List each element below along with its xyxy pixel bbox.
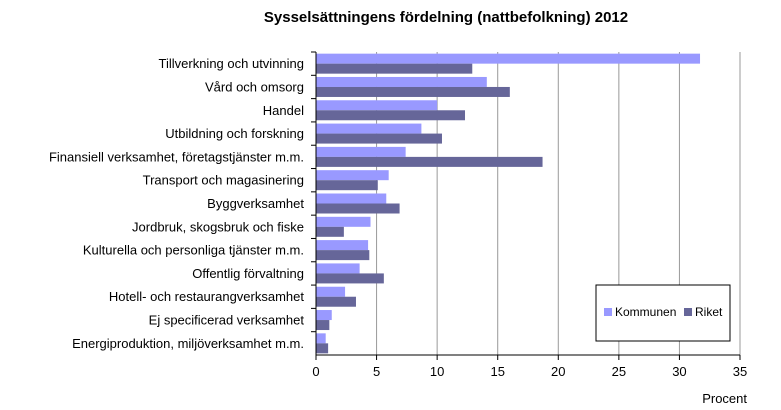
x-tick-label: 10	[430, 364, 444, 379]
category-label: Jordbruk, skogsbruk och fiske	[132, 219, 304, 234]
axes	[315, 52, 740, 356]
bar-riket	[316, 156, 543, 167]
bar-kommunen	[316, 216, 371, 227]
legend: Kommunen Riket	[595, 284, 731, 342]
bar-kommunen	[316, 76, 487, 87]
bar-riket	[316, 250, 370, 261]
bar-riket	[316, 343, 329, 354]
bar-kommunen	[316, 240, 369, 251]
category-label: Handel	[263, 103, 304, 118]
bar-kommunen	[316, 53, 701, 64]
category-labels: Tillverkning och utvinning Vård och omsor…	[49, 51, 316, 351]
chart-title: Sysselsättningens fördelning (nattbefolk…	[264, 9, 628, 26]
x-tick-label: 0	[312, 364, 319, 379]
x-tick-label: 30	[672, 364, 686, 379]
legend-box	[595, 284, 731, 342]
legend-label-riket: Riket	[695, 305, 723, 319]
bar-riket	[316, 86, 510, 97]
bar-riket	[316, 296, 356, 307]
x-tick-label: 25	[612, 364, 626, 379]
bar-riket	[316, 320, 330, 331]
bar-kommunen	[316, 146, 406, 157]
bar-kommunen	[316, 170, 389, 181]
bar-riket	[316, 226, 344, 237]
category-label: Finansiell verksamhet, företagstjänster …	[49, 149, 304, 164]
bar-riket	[316, 203, 400, 214]
bar-kommunen	[316, 286, 346, 297]
x-tick-label: 15	[490, 364, 504, 379]
category-label: Utbildning och forskning	[165, 126, 304, 141]
bar-kommunen	[316, 263, 360, 274]
legend-swatch-kommunen	[604, 308, 612, 316]
category-label: Energiproduktion, miljöverksamhet m.m.	[72, 336, 304, 351]
category-label: Vård och omsorg	[205, 79, 304, 94]
legend-label-kommunen: Kommunen	[615, 305, 676, 319]
x-tick-label: 5	[373, 364, 380, 379]
category-label: Byggverksamhet	[207, 196, 304, 211]
bar-kommunen	[316, 333, 326, 344]
bars	[316, 53, 701, 354]
category-label: Tillverkning och utvinning	[159, 56, 304, 71]
x-tick-label: 20	[551, 364, 565, 379]
category-label: Ej specificerad verksamhet	[149, 313, 305, 328]
category-label: Transport och magasinering	[143, 173, 304, 188]
bar-kommunen	[316, 310, 332, 321]
legend-swatch-riket	[684, 308, 692, 316]
bar-riket	[316, 133, 442, 144]
bar-riket	[316, 110, 466, 121]
category-label: Offentlig förvaltning	[192, 266, 304, 281]
bar-riket	[316, 63, 473, 74]
bar-kommunen	[316, 123, 422, 134]
bar-kommunen	[316, 193, 387, 204]
category-label: Hotell- och restaurangverksamhet	[109, 289, 304, 304]
bar-riket	[316, 273, 384, 284]
bar-riket	[316, 180, 378, 191]
x-tick-label: 35	[733, 364, 747, 379]
x-axis-label: Procent	[702, 391, 747, 406]
category-label: Kulturella och personliga tjänster m.m.	[83, 243, 304, 258]
bar-kommunen	[316, 100, 438, 111]
x-tick-labels: 0 5 10 15 20 25 30 35	[312, 364, 747, 379]
